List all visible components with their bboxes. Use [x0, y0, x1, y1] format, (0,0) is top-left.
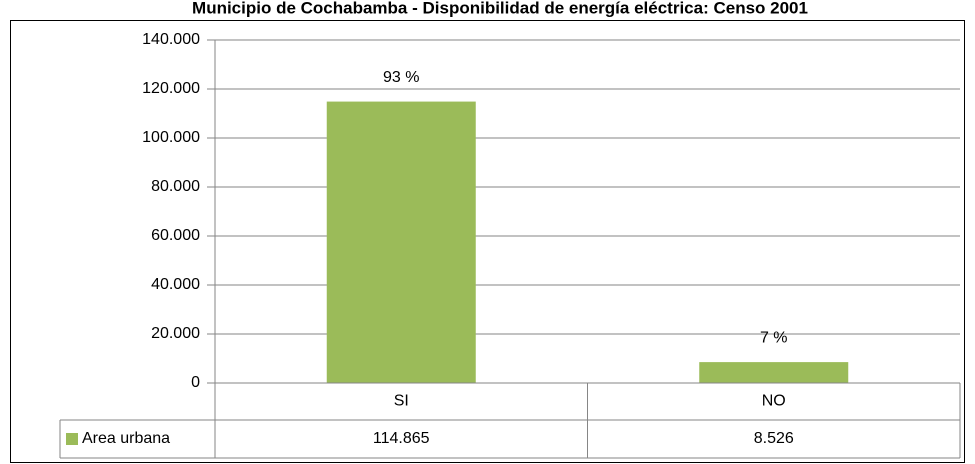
y-tick-label: 0 [191, 374, 200, 391]
y-tick-label: 80.000 [151, 178, 200, 195]
y-tick-label: 20.000 [151, 325, 200, 342]
x-tick-label: SI [394, 393, 409, 410]
bar [326, 101, 476, 383]
y-tick-label: 100.000 [142, 129, 200, 146]
data-label: 7 % [760, 329, 788, 346]
table-value: 114.865 [373, 430, 430, 447]
bar [699, 362, 849, 383]
data-label: 93 % [383, 69, 419, 86]
x-tick-label: NO [762, 393, 786, 410]
chart-border [10, 20, 965, 463]
table-value: 8.526 [754, 430, 794, 447]
legend-label: Area urbana [82, 430, 170, 447]
chart-title: Municipio de Cochabamba - Disponibilidad… [192, 0, 808, 17]
y-tick-label: 40.000 [151, 276, 200, 293]
y-tick-label: 140.000 [142, 31, 200, 48]
y-tick-label: 120.000 [142, 80, 200, 97]
legend-key [66, 433, 78, 445]
y-tick-label: 60.000 [151, 227, 200, 244]
